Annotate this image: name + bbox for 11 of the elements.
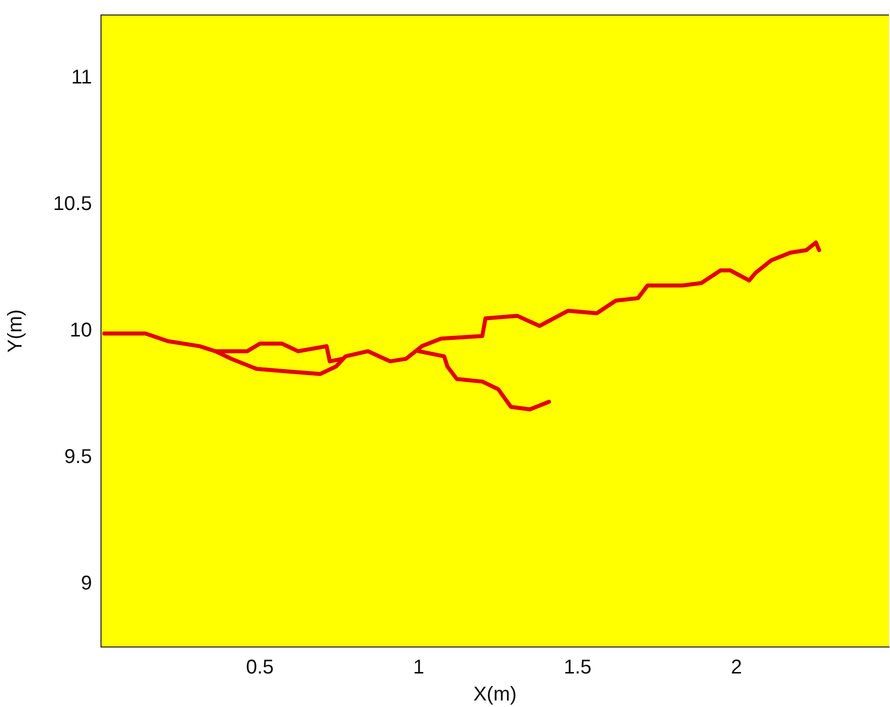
y-tick-label: 11: [71, 66, 92, 89]
x-axis-title: X(m): [473, 684, 517, 706]
y-tick-label: 9.5: [64, 446, 92, 468]
y-tick-label: 10.5: [53, 193, 92, 216]
y-tick-label: 10: [70, 320, 92, 342]
x-tick-label: 0.5: [246, 656, 274, 679]
x-tick-label: 1.5: [564, 656, 592, 679]
x-tick-label: 1: [413, 656, 424, 679]
x-tick-label: 2: [730, 656, 742, 679]
y-axis-title: Y(m): [4, 309, 27, 353]
y-tick-label: 9: [80, 572, 92, 594]
